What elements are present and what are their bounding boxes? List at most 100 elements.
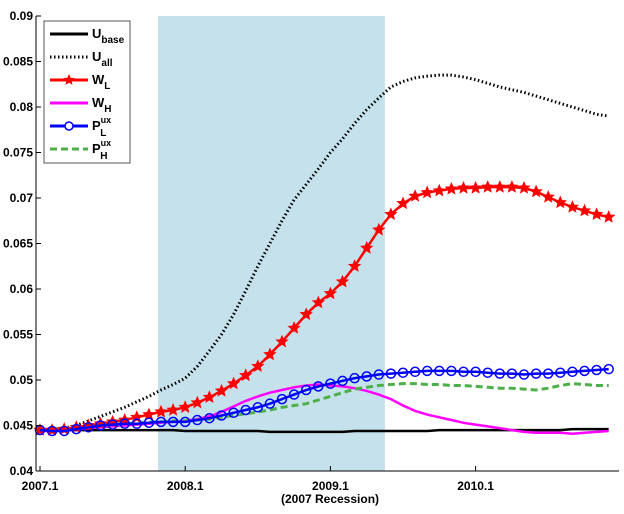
- data-point-circle: [95, 420, 106, 431]
- legend-label-sub: all: [101, 58, 112, 69]
- data-point-star: [239, 368, 253, 382]
- data-point-circle: [252, 402, 264, 413]
- data-point-circle: [591, 364, 602, 376]
- data-point-circle: [167, 416, 179, 428]
- legend-label: Pux H: [92, 138, 111, 162]
- legend-entry: Pux L: [50, 115, 111, 139]
- data-point-circle: [337, 375, 348, 387]
- data-point-star: [456, 181, 471, 194]
- data-point-circle: [204, 412, 215, 424]
- series-line: [39, 382, 609, 432]
- y-tick-label: 0.07: [10, 191, 34, 205]
- legend-label-sup: ux: [101, 138, 112, 148]
- y-tick-label: 0.075: [3, 146, 33, 160]
- data-point-star: [45, 423, 59, 436]
- data-point-star: [335, 274, 350, 288]
- data-point-star: [275, 334, 289, 348]
- data-point-circle: [349, 372, 360, 384]
- data-point-star: [432, 183, 446, 197]
- x-tick-label: 2009.1: [312, 479, 349, 493]
- series-line: [39, 367, 609, 433]
- data-point-star: [226, 376, 241, 390]
- data-point-star: [323, 286, 338, 300]
- y-tick-label: 0.06: [10, 282, 34, 296]
- data-point-star: [420, 185, 434, 199]
- data-point-circle: [361, 371, 372, 382]
- data-point-star: [347, 259, 362, 272]
- legend-entry: Uall: [50, 49, 113, 69]
- data-point-circle: [107, 419, 118, 430]
- legend-entry: Ubase: [50, 26, 125, 46]
- data-point-circle: [83, 422, 94, 433]
- y-tick-label: 0.085: [3, 55, 33, 69]
- legend-label-main: U: [92, 26, 101, 41]
- data-point-star: [287, 321, 301, 334]
- data-point-star: [372, 222, 386, 236]
- data-point-circle: [506, 368, 518, 379]
- data-point-circle: [300, 384, 312, 396]
- y-tick-label: 0.05: [10, 373, 34, 387]
- data-point-circle: [46, 425, 58, 437]
- data-point-star: [93, 416, 108, 430]
- data-point-circle: [446, 365, 457, 377]
- data-point-circle: [482, 367, 493, 378]
- data-point-star: [214, 383, 229, 397]
- y-tick-label: 0.055: [3, 328, 33, 342]
- data-point-star: [142, 407, 156, 421]
- data-point-star: [299, 307, 313, 321]
- data-point-star: [360, 241, 374, 254]
- legend-entry: Pux H: [50, 138, 111, 162]
- data-point-circle: [458, 366, 469, 378]
- data-point-circle: [494, 368, 506, 379]
- data-point-circle: [530, 368, 542, 379]
- data-point-circle: [567, 366, 578, 378]
- data-point-circle: [518, 369, 530, 380]
- series-p-ux-l: [34, 363, 614, 437]
- data-point-circle: [542, 368, 554, 379]
- data-point-star: [178, 400, 192, 413]
- data-point-star: [517, 181, 531, 194]
- data-point-circle: [58, 425, 70, 437]
- y-tick-label: 0.045: [3, 419, 33, 433]
- data-point-circle: [216, 410, 227, 421]
- data-point-star: [202, 390, 217, 403]
- data-point-star: [311, 295, 325, 309]
- legend-label-sub: L: [104, 81, 110, 92]
- y-tick-label: 0.065: [3, 237, 33, 251]
- legend-label-main: W: [92, 95, 105, 110]
- legend-entry: WH: [50, 95, 112, 115]
- legend-label-sup: ux: [101, 115, 112, 125]
- data-point-star: [263, 347, 277, 361]
- series-w-l: [33, 180, 616, 436]
- data-point-circle: [434, 365, 445, 377]
- data-point-circle: [385, 368, 397, 379]
- data-point-circle: [555, 367, 566, 378]
- legend-star-marker: [63, 74, 75, 85]
- x-tick-label: 2007.1: [22, 479, 59, 493]
- legend-label-main: W: [92, 72, 105, 87]
- y-tick-label: 0.08: [10, 100, 34, 114]
- data-point-star: [493, 180, 507, 193]
- data-point-circle: [228, 407, 239, 419]
- x-tick-label: 2010.1: [457, 479, 494, 493]
- x-tick-label: 2008.1: [167, 479, 204, 493]
- data-point-circle: [288, 389, 300, 400]
- data-point-circle: [276, 393, 288, 405]
- data-point-star: [541, 190, 555, 203]
- legend-label-main: P: [92, 118, 101, 133]
- data-point-circle: [192, 414, 203, 426]
- data-point-star: [602, 210, 616, 223]
- data-point-circle: [143, 417, 155, 429]
- data-point-star: [505, 180, 519, 193]
- data-point-circle: [603, 363, 614, 375]
- legend-label-sub: H: [104, 104, 111, 115]
- data-point-star: [408, 189, 422, 202]
- data-point-star: [166, 403, 180, 416]
- legend-label: WL: [92, 72, 110, 92]
- legend-label: Pux L: [92, 115, 111, 139]
- data-point-circle: [240, 404, 251, 416]
- data-point-star: [468, 181, 483, 194]
- data-point-circle: [155, 416, 167, 428]
